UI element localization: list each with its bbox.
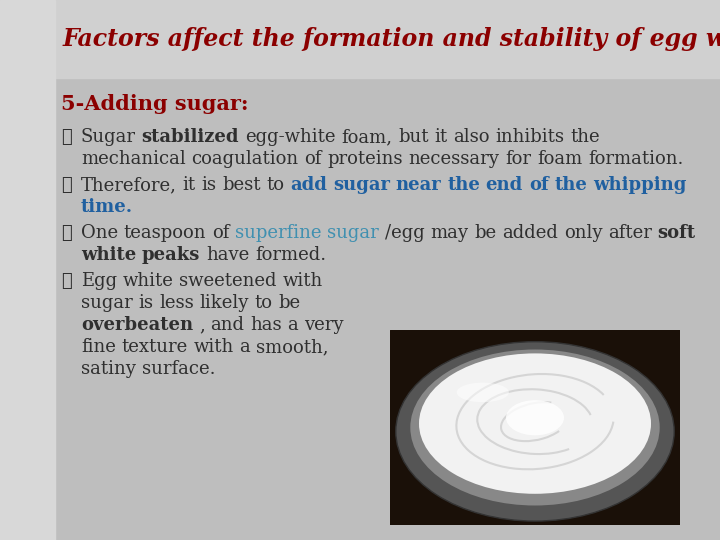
Text: but: but <box>398 128 428 146</box>
Text: is: is <box>202 176 217 194</box>
Text: necessary: necessary <box>409 150 500 168</box>
Ellipse shape <box>506 400 564 435</box>
Text: mechanical: mechanical <box>81 150 186 168</box>
Text: very: very <box>304 316 343 334</box>
Ellipse shape <box>396 342 674 521</box>
Text: white: white <box>81 246 136 264</box>
Text: ❖: ❖ <box>61 272 72 290</box>
Text: best: best <box>222 176 261 194</box>
Text: and: and <box>210 316 244 334</box>
Text: smooth,: smooth, <box>256 338 328 356</box>
Text: have: have <box>206 246 249 264</box>
Text: 5-Adding sugar:: 5-Adding sugar: <box>61 94 248 114</box>
Text: ,: , <box>199 316 204 334</box>
Text: sugar: sugar <box>328 224 379 242</box>
Text: near: near <box>395 176 441 194</box>
Text: white: white <box>123 272 174 290</box>
Ellipse shape <box>410 349 660 505</box>
Text: Therefore,: Therefore, <box>81 176 177 194</box>
Text: coagulation: coagulation <box>192 150 299 168</box>
Text: for: for <box>505 150 531 168</box>
Text: a: a <box>240 338 251 356</box>
Text: formation.: formation. <box>588 150 683 168</box>
Text: time.: time. <box>81 198 133 216</box>
Text: Factors affect the formation and stability of egg white:: Factors affect the formation and stabili… <box>63 27 720 51</box>
Text: be: be <box>279 294 301 312</box>
Ellipse shape <box>419 353 651 494</box>
Text: less: less <box>159 294 194 312</box>
Text: formed.: formed. <box>255 246 326 264</box>
Text: only: only <box>564 224 602 242</box>
Text: teaspoon: teaspoon <box>124 224 207 242</box>
Text: egg-white: egg-white <box>245 128 336 146</box>
Text: end: end <box>486 176 523 194</box>
Text: of: of <box>305 150 322 168</box>
Text: of: of <box>528 176 549 194</box>
Text: the: the <box>447 176 480 194</box>
Text: a: a <box>287 316 298 334</box>
Text: foam,: foam, <box>341 128 392 146</box>
Text: with: with <box>194 338 234 356</box>
Text: One: One <box>81 224 118 242</box>
Text: inhibits: inhibits <box>495 128 564 146</box>
Bar <box>0 0 720 78</box>
Text: it: it <box>434 128 447 146</box>
Text: satiny: satiny <box>81 360 136 378</box>
Text: added: added <box>502 224 558 242</box>
Text: likely: likely <box>199 294 249 312</box>
Text: ❖: ❖ <box>61 224 72 242</box>
Text: google_img.com: google_img.com <box>618 515 675 522</box>
Text: of: of <box>212 224 230 242</box>
Text: add: add <box>290 176 327 194</box>
Text: also: also <box>453 128 490 146</box>
Text: is: is <box>138 294 153 312</box>
Text: peaks: peaks <box>142 246 200 264</box>
Text: sugar: sugar <box>81 294 132 312</box>
Text: the: the <box>570 128 600 146</box>
Text: texture: texture <box>122 338 188 356</box>
Text: to: to <box>266 176 284 194</box>
Text: it: it <box>183 176 196 194</box>
Text: Sugar: Sugar <box>81 128 136 146</box>
Text: superfine: superfine <box>235 224 322 242</box>
Text: whipping: whipping <box>593 176 686 194</box>
Text: be: be <box>474 224 496 242</box>
Text: to: to <box>255 294 273 312</box>
Text: Egg: Egg <box>81 272 117 290</box>
Text: has: has <box>250 316 282 334</box>
Text: proteins: proteins <box>328 150 403 168</box>
Text: sweetened: sweetened <box>179 272 277 290</box>
Text: after: after <box>608 224 652 242</box>
Text: sugar: sugar <box>333 176 390 194</box>
Text: surface.: surface. <box>142 360 215 378</box>
Text: ❖: ❖ <box>61 176 72 194</box>
Text: may: may <box>431 224 469 242</box>
Text: fine: fine <box>81 338 116 356</box>
Bar <box>0 0 55 540</box>
Text: with: with <box>283 272 323 290</box>
Text: foam: foam <box>537 150 582 168</box>
Ellipse shape <box>456 383 509 402</box>
Text: /egg: /egg <box>385 224 425 242</box>
Text: ❖: ❖ <box>61 128 72 146</box>
Text: the: the <box>554 176 587 194</box>
Text: overbeaten: overbeaten <box>81 316 193 334</box>
Text: stabilized: stabilized <box>142 128 239 146</box>
Text: soft: soft <box>657 224 696 242</box>
